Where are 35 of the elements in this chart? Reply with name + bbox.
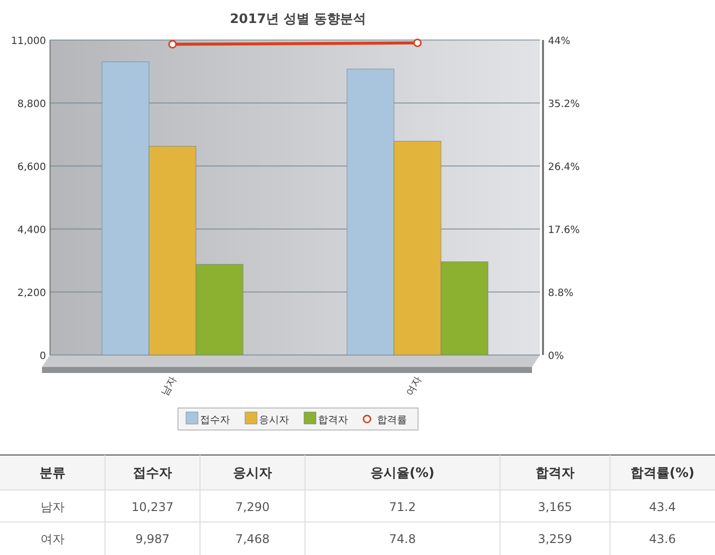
- data-label: 7,290: [235, 500, 270, 514]
- category-label: 여자: [40, 532, 64, 546]
- data-label: 71.2: [389, 500, 416, 514]
- data-label: 74.8: [389, 532, 416, 546]
- legend-label: 접수자: [200, 415, 230, 426]
- text: 접수자: [133, 466, 172, 481]
- category-label: 남자: [40, 500, 64, 514]
- legend-label: 합격률: [377, 415, 407, 426]
- data-label: 43.4: [649, 500, 676, 514]
- data-label: 9,987: [135, 532, 170, 546]
- y2-tick-label: 8.8%: [548, 288, 574, 299]
- data-label: 43.6: [649, 532, 676, 546]
- y2-tick-label: 17.6%: [548, 225, 580, 236]
- y-tick-label: 0: [40, 351, 46, 362]
- y2-tick-label: 26.4%: [548, 162, 580, 173]
- y-tick-label: 4,400: [17, 225, 46, 236]
- text: 응시율(%): [370, 466, 434, 481]
- y-tick-label: 8,800: [17, 99, 46, 110]
- text: 분류: [40, 466, 66, 481]
- y2-tick-label: 0%: [548, 351, 564, 362]
- y2-tick-label: 44%: [548, 36, 570, 47]
- y-tick-label: 2,200: [17, 288, 46, 299]
- legend-label: 합격자: [318, 415, 348, 426]
- data-label: 3,165: [538, 500, 572, 514]
- y2-tick-label: 35.2%: [548, 99, 580, 110]
- text: 합격률(%): [630, 466, 694, 481]
- data-label: 10,237: [132, 500, 174, 514]
- legend-label: 응시자: [259, 415, 289, 426]
- text: 합격자: [536, 466, 574, 481]
- data-label: 3,259: [538, 532, 572, 546]
- y-tick-label: 6,600: [17, 162, 46, 173]
- data-label: 7,468: [235, 532, 270, 546]
- y-tick-label: 11,000: [11, 36, 46, 47]
- chart-title: 2017년 성별 동향분석: [230, 12, 366, 27]
- text: 응시자: [233, 466, 272, 481]
